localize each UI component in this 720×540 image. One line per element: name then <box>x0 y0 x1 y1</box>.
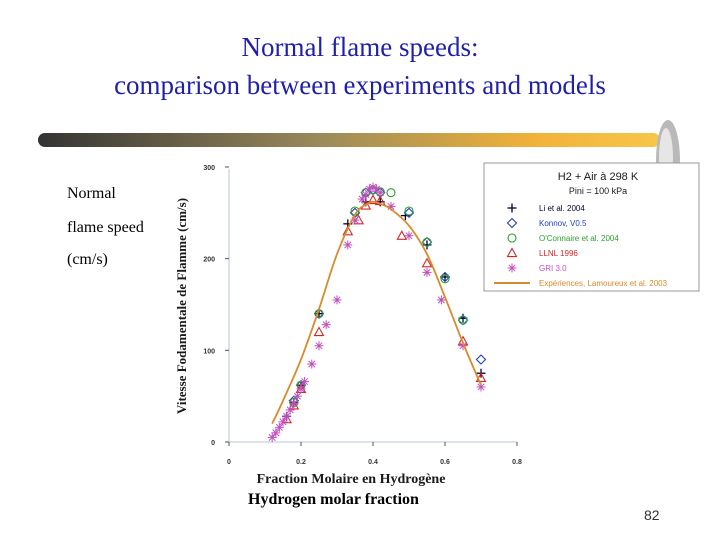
data-point-triangle <box>288 399 300 410</box>
legend-marker-diamond <box>506 217 518 229</box>
legend-label: LLNL 1996 <box>539 249 578 258</box>
legend-entry: LLNL 1996 <box>506 247 578 258</box>
page-number: 82 <box>644 507 660 523</box>
legend-marker-asterisk <box>507 263 517 273</box>
data-point-asterisk <box>404 231 414 241</box>
series-1 <box>288 184 487 407</box>
data-point-circle <box>404 206 414 216</box>
series-0 <box>282 197 486 421</box>
title-line-1: Normal flame speeds: <box>241 32 479 62</box>
data-point-triangle <box>421 257 433 268</box>
data-point-asterisk <box>321 320 331 330</box>
data-point-asterisk <box>307 359 317 369</box>
data-point-triangle <box>475 372 487 382</box>
series-5 <box>271 200 482 425</box>
data-point-asterisk <box>476 382 486 392</box>
series-4 <box>267 182 486 442</box>
data-point-diamond <box>403 207 415 219</box>
legend-title: H2 + Air à 298 K <box>558 171 639 183</box>
data-point-diamond <box>475 354 487 365</box>
legend-marker-triangle <box>506 247 518 258</box>
data-point-triangle <box>396 230 408 240</box>
legend-label: Konnov, V0.5 <box>539 219 587 228</box>
x-tick-label: 0.4 <box>368 459 378 466</box>
data-point-asterisk <box>300 377 310 386</box>
data-point-asterisk <box>267 432 277 442</box>
data-point-asterisk <box>292 391 302 401</box>
series-2 <box>289 185 468 408</box>
x-tick-label: 0.6 <box>440 459 450 466</box>
legend-marker-plus <box>507 203 517 213</box>
side-label-flame-speed: flame speed <box>67 219 144 236</box>
side-label-units: (cm/s) <box>67 251 108 268</box>
plot-area <box>228 169 517 443</box>
y-tick-label: 0 <box>211 440 215 447</box>
title-line-2: comparison between experiments and model… <box>114 70 606 100</box>
data-point-asterisk <box>285 405 295 415</box>
data-point-asterisk <box>436 295 446 305</box>
data-point-circle <box>386 188 396 198</box>
data-point-triangle <box>313 326 325 337</box>
data-point-asterisk <box>314 341 324 351</box>
data-point-triangle <box>342 225 354 236</box>
y-tick-label: 300 <box>203 165 215 172</box>
y-tick-label: 200 <box>203 257 215 264</box>
data-point-circle <box>440 274 450 284</box>
y-axis-label: Vitesse Fodamentale de Flamme (cm/s) <box>174 198 189 414</box>
data-point-plus <box>440 272 450 282</box>
x-tick-label: 0 <box>227 459 231 466</box>
x-tick-label: 0.2 <box>296 459 306 466</box>
side-label-normal: Normal <box>67 185 116 202</box>
x-caption-english: Hydrogen molar fraction <box>248 491 419 508</box>
series-line-experiments <box>271 200 482 425</box>
legend-entry: O'Connaire et al. 2004 <box>507 233 619 243</box>
data-point-asterisk <box>343 240 353 250</box>
legend-label: Expériences, Lamoureux et al. 2003 <box>539 279 668 288</box>
data-point-asterisk <box>375 188 385 198</box>
data-point-circle <box>458 315 468 325</box>
data-point-asterisk <box>278 417 288 427</box>
y-tick-label: 100 <box>203 348 215 355</box>
data-point-circle <box>422 237 432 247</box>
legend-entry: Li et al. 2004 <box>507 203 585 213</box>
series-3 <box>281 194 487 424</box>
x-axis-label: Fraction Molaire en Hydrogène <box>257 472 446 487</box>
data-point-asterisk <box>271 428 281 438</box>
data-point-asterisk <box>282 411 292 421</box>
legend-label: Li et al. 2004 <box>539 204 585 213</box>
legend-marker-circle <box>507 233 517 243</box>
chart-legend: H2 + Air à 298 K Pini = 100 kPa Li et al… <box>483 162 700 292</box>
legend-entry: Konnov, V0.5 <box>506 217 587 229</box>
legend-entry: Expériences, Lamoureux et al. 2003 <box>494 279 668 288</box>
legend-label: GRI 3.0 <box>539 264 567 273</box>
data-point-triangle <box>367 194 379 205</box>
legend-label: O'Connaire et al. 2004 <box>539 234 619 243</box>
data-point-asterisk <box>274 422 284 432</box>
x-tick-label: 0.8 <box>512 459 522 466</box>
legend-entry: GRI 3.0 <box>507 263 567 273</box>
data-point-asterisk <box>289 399 299 408</box>
data-point-asterisk <box>332 295 342 305</box>
data-point-asterisk <box>361 190 371 199</box>
data-point-asterisk <box>422 267 432 277</box>
legend-subtitle: Pini = 100 kPa <box>569 186 627 196</box>
data-point-asterisk <box>296 384 306 394</box>
data-point-asterisk <box>357 194 367 204</box>
